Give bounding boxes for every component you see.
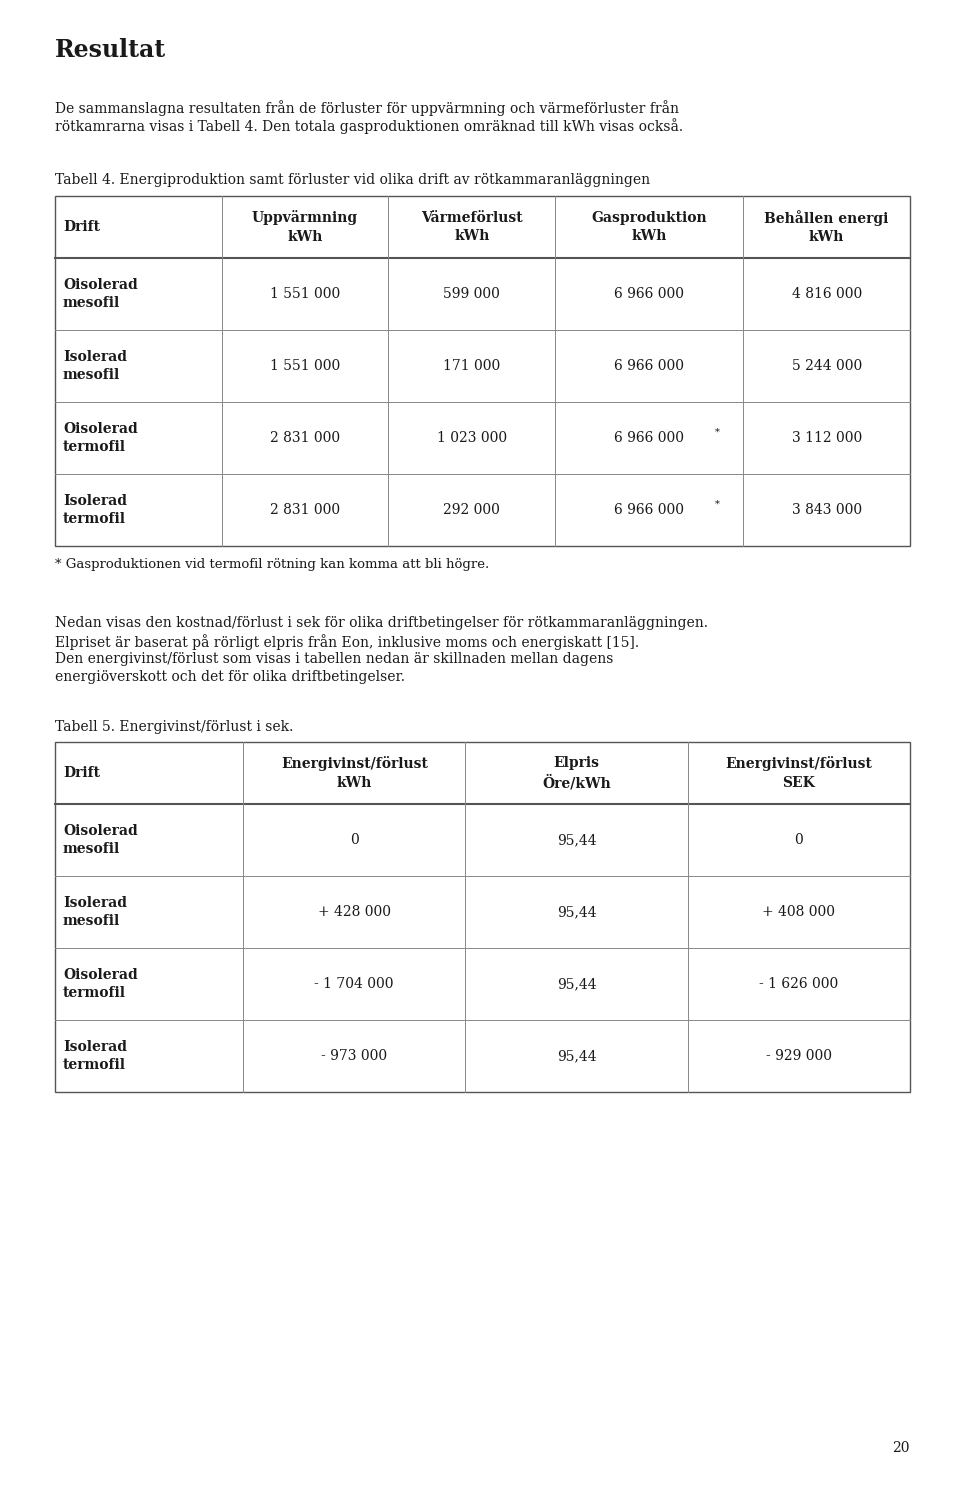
Bar [55, 196, 910, 546]
Text: 6 966 000: 6 966 000 [614, 287, 684, 301]
Text: Energivinst/förlust
SEK: Energivinst/förlust SEK [726, 756, 873, 790]
Text: Resultat: Resultat [55, 39, 166, 62]
Text: Isolerad
termofil: Isolerad termofil [63, 495, 127, 526]
Bar [55, 742, 910, 1091]
Text: + 408 000: + 408 000 [762, 904, 835, 919]
Text: 6 966 000: 6 966 000 [614, 503, 684, 517]
Text: Elpris
Öre/kWh: Elpris Öre/kWh [542, 756, 611, 790]
Text: 292 000: 292 000 [444, 503, 500, 517]
Text: Drift: Drift [63, 766, 100, 780]
Text: 95,44: 95,44 [557, 833, 596, 846]
Text: * Gasproduktionen vid termofil rötning kan komma att bli högre.: * Gasproduktionen vid termofil rötning k… [55, 558, 490, 572]
Text: Oisolerad
mesofil: Oisolerad mesofil [63, 824, 137, 857]
Text: 20: 20 [893, 1440, 910, 1455]
Text: 0: 0 [349, 833, 359, 846]
Text: Energivinst/förlust
kWh: Energivinst/förlust kWh [281, 756, 428, 790]
Text: *: * [715, 499, 720, 508]
Text: Den energivinst/förlust som visas i tabellen nedan är skillnaden mellan dagens: Den energivinst/förlust som visas i tabe… [55, 652, 613, 665]
Text: 599 000: 599 000 [444, 287, 500, 301]
Text: Nedan visas den kostnad/förlust i sek för olika driftbetingelser för rötkammaran: Nedan visas den kostnad/förlust i sek fö… [55, 616, 708, 630]
Text: 171 000: 171 000 [444, 359, 500, 373]
Text: Isolerad
mesofil: Isolerad mesofil [63, 350, 127, 382]
Text: 0: 0 [795, 833, 804, 846]
Text: Oisolerad
termofil: Oisolerad termofil [63, 968, 137, 1001]
Text: Oisolerad
termofil: Oisolerad termofil [63, 422, 137, 454]
Text: 95,44: 95,44 [557, 977, 596, 990]
Text: 3 843 000: 3 843 000 [792, 503, 862, 517]
Text: 1 551 000: 1 551 000 [270, 287, 340, 301]
Text: 2 831 000: 2 831 000 [270, 503, 340, 517]
Text: 3 112 000: 3 112 000 [791, 431, 862, 446]
Text: - 1 704 000: - 1 704 000 [315, 977, 394, 990]
Text: Isolerad
termofil: Isolerad termofil [63, 1040, 127, 1072]
Text: De sammanslagna resultaten från de förluster för uppvärmning och värmeförluster : De sammanslagna resultaten från de förlu… [55, 99, 679, 116]
Text: rötkamrarna visas i Tabell 4. Den totala gasproduktionen omräknad till kWh visas: rötkamrarna visas i Tabell 4. Den totala… [55, 117, 684, 134]
Text: - 1 626 000: - 1 626 000 [759, 977, 838, 990]
Text: Drift: Drift [63, 220, 100, 235]
Text: - 973 000: - 973 000 [322, 1048, 387, 1063]
Text: 6 966 000: 6 966 000 [614, 431, 684, 446]
Text: 1 023 000: 1 023 000 [437, 431, 507, 446]
Text: - 929 000: - 929 000 [766, 1048, 832, 1063]
Text: Uppvärmning
kWh: Uppvärmning kWh [252, 211, 358, 244]
Text: Värmeförlust
kWh: Värmeförlust kWh [421, 211, 522, 244]
Text: Tabell 4. Energiproduktion samt förluster vid olika drift av rötkammaranläggning: Tabell 4. Energiproduktion samt förluste… [55, 172, 650, 187]
Text: 4 816 000: 4 816 000 [791, 287, 862, 301]
Text: 6 966 000: 6 966 000 [614, 359, 684, 373]
Text: Isolerad
mesofil: Isolerad mesofil [63, 895, 127, 928]
Text: *: * [715, 428, 720, 437]
Text: 1 551 000: 1 551 000 [270, 359, 340, 373]
Text: Gasproduktion
kWh: Gasproduktion kWh [591, 211, 707, 244]
Text: energiöverskott och det för olika driftbetingelser.: energiöverskott och det för olika driftb… [55, 670, 405, 685]
Text: Oisolerad
mesofil: Oisolerad mesofil [63, 278, 137, 310]
Text: 95,44: 95,44 [557, 1048, 596, 1063]
Text: Tabell 5. Energivinst/förlust i sek.: Tabell 5. Energivinst/förlust i sek. [55, 720, 294, 734]
Text: 95,44: 95,44 [557, 904, 596, 919]
Text: 5 244 000: 5 244 000 [791, 359, 862, 373]
Text: 2 831 000: 2 831 000 [270, 431, 340, 446]
Text: Elpriset är baserat på rörligt elpris från Eon, inklusive moms och energiskatt [: Elpriset är baserat på rörligt elpris fr… [55, 634, 639, 650]
Text: + 428 000: + 428 000 [318, 904, 391, 919]
Text: Behållen energi
kWh: Behållen energi kWh [764, 209, 889, 244]
